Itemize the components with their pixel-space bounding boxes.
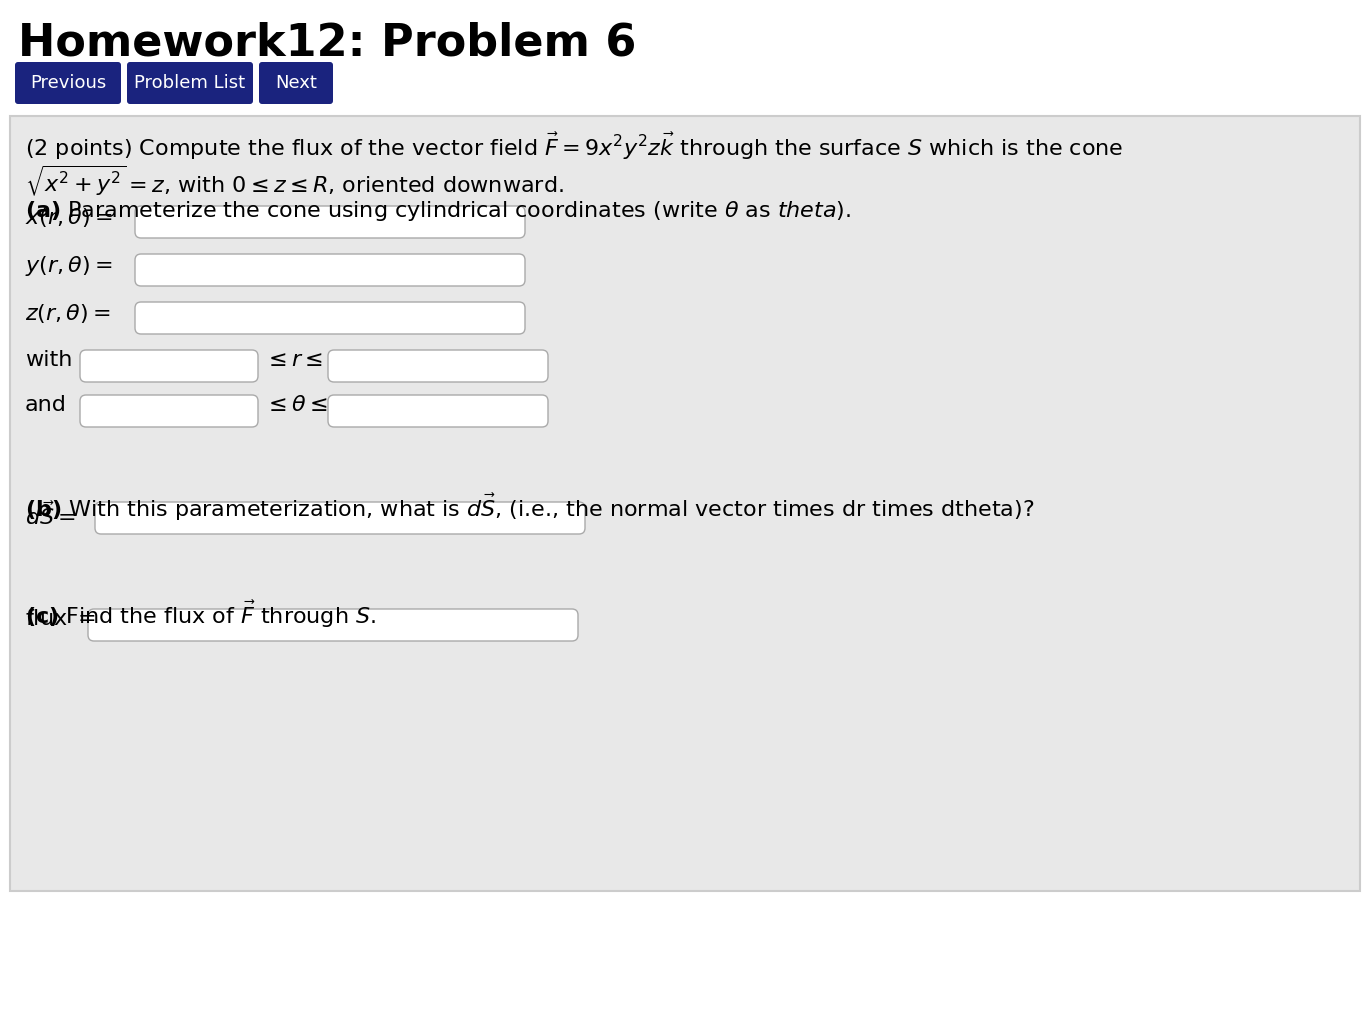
FancyBboxPatch shape [327,395,548,427]
Text: (2 points) Compute the flux of the vector field $\vec{F} = 9x^2y^2z\vec{k}$ thro: (2 points) Compute the flux of the vecto… [25,131,1123,162]
Text: flux $=$: flux $=$ [25,609,96,629]
Text: $\leq r \leq$: $\leq r \leq$ [264,350,323,370]
Text: $\mathbf{(b)}$ With this parameterization, what is $d\vec{S}$, (i.e., the normal: $\mathbf{(b)}$ With this parameterizatio… [25,492,1034,523]
Text: $\mathbf{(a)}$ Parameterize the cone using cylindrical coordinates (write $\thet: $\mathbf{(a)}$ Parameterize the cone usi… [25,199,851,223]
FancyBboxPatch shape [88,609,578,641]
FancyBboxPatch shape [136,254,525,286]
Text: and: and [25,395,67,415]
FancyBboxPatch shape [10,117,1360,891]
FancyBboxPatch shape [95,502,585,534]
FancyBboxPatch shape [15,62,121,104]
Text: Next: Next [275,74,316,92]
FancyBboxPatch shape [259,62,333,104]
Text: Previous: Previous [30,74,105,92]
FancyBboxPatch shape [127,62,253,104]
Text: Homework12: Problem 6: Homework12: Problem 6 [18,21,637,64]
Text: with: with [25,350,73,370]
Text: $y(r, \theta) =$: $y(r, \theta) =$ [25,254,112,278]
FancyBboxPatch shape [136,206,525,238]
FancyBboxPatch shape [327,350,548,383]
FancyBboxPatch shape [79,395,258,427]
Text: $d\vec{S} =$: $d\vec{S} =$ [25,502,75,529]
Text: $x(r, \theta) =$: $x(r, \theta) =$ [25,206,112,229]
Text: $\sqrt{x^2 + y^2} = z$, with $0 \leq z \leq R$, oriented downward.: $\sqrt{x^2 + y^2} = z$, with $0 \leq z \… [25,163,564,198]
FancyBboxPatch shape [79,350,258,383]
Text: $z(r, \theta) =$: $z(r, \theta) =$ [25,302,111,325]
Text: $\mathbf{(c)}$ Find the flux of $\vec{F}$ through $S$.: $\mathbf{(c)}$ Find the flux of $\vec{F}… [25,599,375,630]
Text: Problem List: Problem List [134,74,245,92]
Text: $\leq \theta \leq$: $\leq \theta \leq$ [264,395,327,415]
FancyBboxPatch shape [136,302,525,334]
